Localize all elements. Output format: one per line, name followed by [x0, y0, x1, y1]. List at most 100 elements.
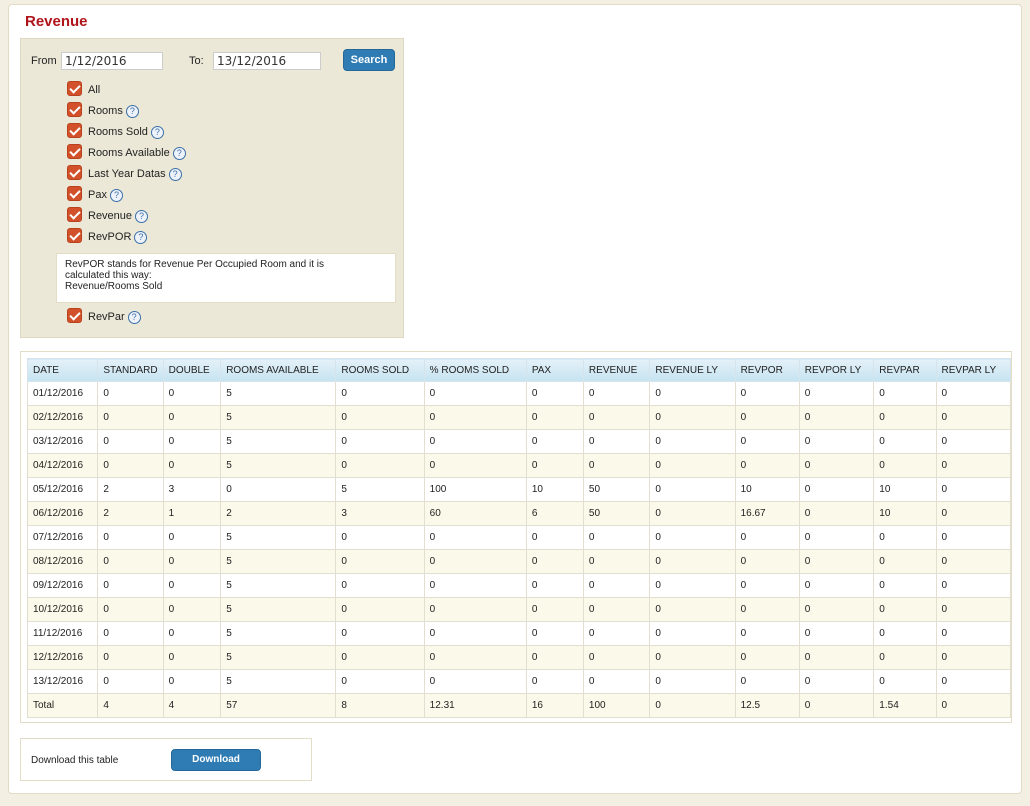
- column-header[interactable]: ROOMS SOLD: [335, 358, 425, 382]
- to-date-input[interactable]: [213, 52, 321, 70]
- checkbox[interactable]: [67, 122, 82, 138]
- table-cell: 0: [423, 597, 527, 622]
- checkbox[interactable]: [67, 185, 82, 201]
- table-cell: 0: [734, 669, 800, 694]
- table-cell: 0: [582, 597, 651, 622]
- checkbox-label: RevPOR: [88, 231, 132, 243]
- table-cell: 100: [582, 693, 651, 718]
- table-cell: 50: [582, 501, 651, 526]
- question-circle-icon[interactable]: ?: [150, 125, 164, 139]
- table-cell: 0: [335, 453, 425, 478]
- table-cell: 0: [873, 645, 937, 670]
- table-cell: 57: [220, 693, 337, 718]
- table-cell: 0: [873, 405, 937, 430]
- table-cell: 5: [220, 549, 337, 574]
- checkbox[interactable]: [67, 164, 82, 180]
- table-cell: 0: [935, 381, 1012, 406]
- question-circle-icon[interactable]: ?: [135, 209, 149, 223]
- table-cell: 0: [873, 597, 937, 622]
- question-circle-icon[interactable]: ?: [168, 167, 182, 181]
- question-circle-icon[interactable]: ?: [109, 188, 123, 202]
- table-cell: 0: [935, 405, 1012, 430]
- table-cell: 0: [582, 549, 651, 574]
- checkbox[interactable]: [67, 101, 82, 117]
- checkbox-row-rooms-sold[interactable]: Rooms Sold?: [67, 122, 164, 139]
- table-cell: 0: [162, 453, 222, 478]
- checkbox[interactable]: [67, 206, 82, 222]
- table-cell: 0: [423, 573, 527, 598]
- table-cell: 0: [162, 405, 222, 430]
- revenue-table-container: DATE STANDARD DOUBLE ROOMS AVAILABLE ROOMS S…: [20, 351, 1012, 723]
- checkbox-label: Pax: [88, 189, 107, 201]
- question-circle-icon[interactable]: ?: [125, 104, 139, 118]
- to-label: To:: [189, 55, 204, 67]
- checkbox-row-all[interactable]: All: [67, 80, 100, 96]
- table-cell: 0: [798, 669, 875, 694]
- table-row: 01/12/2016 0 0 5 0 0 0 0 0 0 0 0 0: [26, 381, 1012, 406]
- table-cell: 0: [97, 525, 164, 550]
- table-cell: 0: [935, 477, 1012, 502]
- checkbox-row-pax[interactable]: Pax?: [67, 185, 123, 202]
- table-cell: 0: [582, 621, 651, 646]
- search-button[interactable]: Search: [343, 49, 395, 71]
- download-button[interactable]: Download: [171, 749, 261, 771]
- column-header[interactable]: REVPOR LY: [798, 358, 875, 382]
- table-cell: 1: [162, 501, 222, 526]
- column-header[interactable]: DOUBLE: [162, 358, 222, 382]
- table-cell: 10: [873, 477, 937, 502]
- table-cell: 12.5: [734, 693, 800, 718]
- table-cell: 5: [220, 525, 337, 550]
- checkbox[interactable]: [67, 143, 82, 159]
- table-cell: 0: [649, 645, 736, 670]
- checkbox-row-revpar[interactable]: RevPar?: [67, 307, 141, 324]
- column-header[interactable]: REVENUE LY: [649, 358, 736, 382]
- checkbox-row-revpor[interactable]: RevPOR?: [67, 227, 148, 244]
- table-cell: 0: [582, 669, 651, 694]
- table-cell: 0: [649, 525, 736, 550]
- table-cell: 13/12/2016: [26, 669, 99, 694]
- table-cell: 12/12/2016: [26, 645, 99, 670]
- table-cell: 0: [798, 573, 875, 598]
- column-header[interactable]: REVPOR: [734, 358, 800, 382]
- checkbox-row-rooms-available[interactable]: Rooms Available?: [67, 143, 186, 160]
- table-cell: 0: [734, 381, 800, 406]
- table-row: 09/12/2016 0 0 5 0 0 0 0 0 0 0 0 0: [26, 573, 1012, 598]
- checkbox[interactable]: [67, 227, 82, 243]
- table-cell: 0: [97, 381, 164, 406]
- column-header[interactable]: ROOMS AVAILABLE: [220, 358, 337, 382]
- table-cell: 0: [798, 501, 875, 526]
- column-header[interactable]: REVENUE: [582, 358, 651, 382]
- question-circle-icon[interactable]: ?: [127, 310, 141, 324]
- checkbox[interactable]: [67, 80, 82, 96]
- table-cell: 0: [335, 597, 425, 622]
- table-cell: 0: [649, 573, 736, 598]
- table-cell: Total: [26, 693, 99, 718]
- table-cell: 0: [525, 525, 584, 550]
- table-cell: 0: [582, 429, 651, 454]
- checkbox[interactable]: [67, 307, 82, 323]
- table-cell: 04/12/2016: [26, 453, 99, 478]
- table-cell: 0: [798, 453, 875, 478]
- table-cell: 0: [734, 525, 800, 550]
- table-cell: 4: [97, 693, 164, 718]
- checkbox-label: Last Year Datas: [88, 168, 166, 180]
- table-cell: 08/12/2016: [26, 549, 99, 574]
- checkbox-row-revenue[interactable]: Revenue?: [67, 206, 149, 223]
- checkbox-row-last-year-datas[interactable]: Last Year Datas?: [67, 164, 182, 181]
- column-header[interactable]: REVPAR: [873, 358, 937, 382]
- column-header[interactable]: REVPAR LY: [935, 358, 1012, 382]
- column-header[interactable]: DATE: [26, 358, 99, 382]
- from-date-input[interactable]: [61, 52, 163, 70]
- table-row: 12/12/2016 0 0 5 0 0 0 0 0 0 0 0 0: [26, 645, 1012, 670]
- table-cell: 0: [423, 549, 527, 574]
- checkbox-row-rooms[interactable]: Rooms?: [67, 101, 139, 118]
- column-header[interactable]: PAX: [525, 358, 584, 382]
- table-cell: 5: [335, 477, 425, 502]
- question-circle-icon[interactable]: ?: [134, 230, 148, 244]
- column-header[interactable]: STANDARD: [97, 358, 164, 382]
- table-cell: 09/12/2016: [26, 573, 99, 598]
- column-header[interactable]: % ROOMS SOLD: [423, 358, 527, 382]
- table-cell: 0: [798, 525, 875, 550]
- table-cell: 0: [582, 525, 651, 550]
- question-circle-icon[interactable]: ?: [172, 146, 186, 160]
